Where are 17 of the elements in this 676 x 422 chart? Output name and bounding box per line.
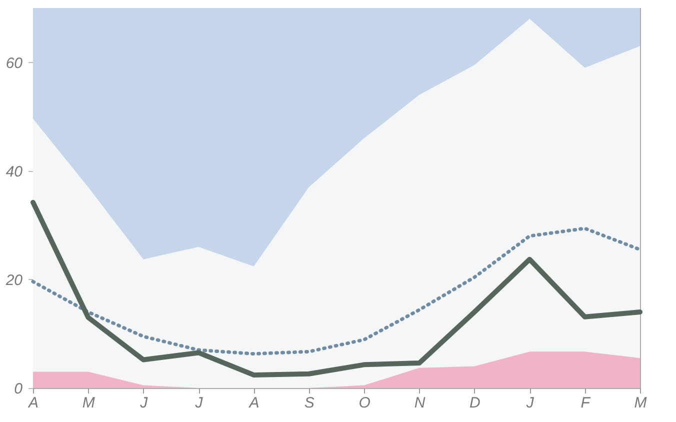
x-tick-label: F	[580, 394, 591, 412]
y-tick-label: 60	[6, 54, 24, 72]
x-tick-label: M	[82, 394, 96, 412]
y-tick-label: 0	[14, 380, 24, 398]
x-tick-label: D	[470, 394, 481, 412]
x-tick-label: J	[525, 394, 534, 412]
line-series	[31, 226, 642, 356]
y-tick-label: 20	[4, 272, 24, 289]
x-tick-label: A	[248, 394, 260, 412]
x-tick-label: S	[304, 394, 314, 412]
x-tick-label: A	[27, 394, 39, 412]
x-tick-label: J	[139, 394, 148, 412]
x-tick-label: M	[634, 394, 648, 412]
y-tick-label: 40	[6, 163, 24, 180]
x-tick-label: N	[414, 394, 426, 412]
x-tick-label: O	[358, 394, 371, 412]
x-tick-label: J	[194, 394, 204, 412]
